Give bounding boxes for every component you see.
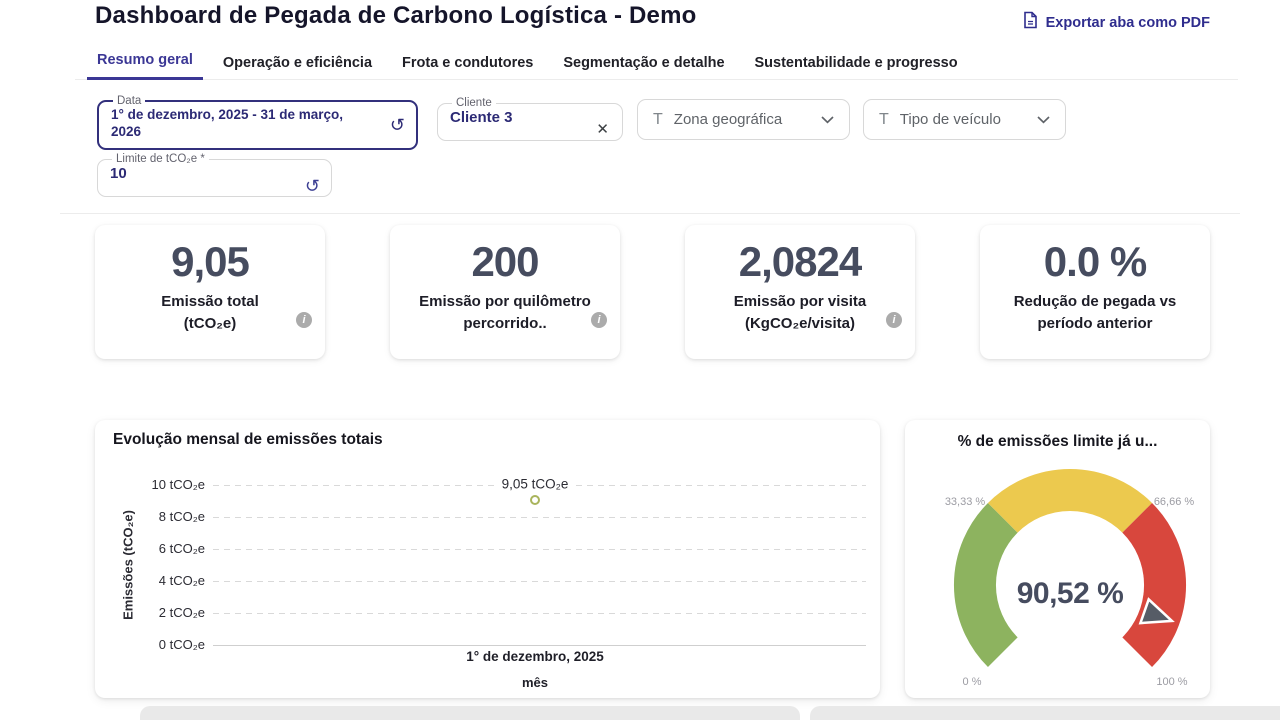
kpi-card-emission-per-visit: 2,0824 Emissão por visita (KgCO₂e/visita… xyxy=(685,225,915,359)
gauge-title: % de emissões limite já u... xyxy=(957,433,1158,450)
date-filter-value[interactable]: 1° de dezembro, 2025 - 31 de março, 2026 xyxy=(111,107,343,139)
gauge-needle xyxy=(1138,597,1175,625)
gauge-tick-max: 100 % xyxy=(1156,676,1187,688)
tab-resumo-geral[interactable]: Resumo geral xyxy=(87,45,203,80)
kpi-label: Redução de pegada vs período anterior xyxy=(1013,293,1177,333)
text-filter-icon: T xyxy=(879,110,889,128)
kpi-label: Emissão por quilômetro percorrido.. xyxy=(419,293,591,333)
tab-sustentabilidade-progresso[interactable]: Sustentabilidade e progresso xyxy=(754,55,958,71)
kpi-card-emission-per-km: 200 Emissão por quilômetro percorrido.. … xyxy=(390,225,620,359)
gauge-tick-min: 0 % xyxy=(962,676,981,688)
pdf-file-icon xyxy=(1023,11,1038,34)
monthly-emissions-chart-card: Evolução mensal de emissões totais Emiss… xyxy=(95,420,880,698)
kpi-label: Emissão por visita (KgCO₂e/visita) xyxy=(733,293,867,333)
info-icon[interactable]: i xyxy=(296,312,312,328)
y-tick: 0 tCO₂e xyxy=(158,637,205,652)
bottom-card-edge xyxy=(140,706,800,720)
kpi-value: 9,05 xyxy=(171,238,250,285)
co2-limit-filter[interactable]: Limite de tCO₂e * 10 ↺ xyxy=(97,153,332,197)
client-filter-label: Cliente xyxy=(456,97,492,109)
kpi-card-footprint-reduction: 0.0 % Redução de pegada vs período anter… xyxy=(980,225,1210,359)
gridline xyxy=(213,613,866,614)
gauge-value: 90,52 % xyxy=(1016,577,1123,610)
gauge-chart: 90,52 % 33,33 % 66,66 % 0 % 100 % xyxy=(944,469,1194,688)
kpi-card-total-emission: 9,05 Emissão total (tCO₂e) i xyxy=(95,225,325,359)
reset-icon[interactable]: ↺ xyxy=(304,176,320,196)
tab-frota-condutores[interactable]: Frota e condutores xyxy=(402,55,534,71)
y-tick: 8 tCO₂e xyxy=(158,509,205,524)
info-icon[interactable]: i xyxy=(886,312,902,328)
gauge-tick-66: 66,66 % xyxy=(1153,496,1194,508)
text-filter-icon: T xyxy=(653,110,663,128)
date-range-filter[interactable]: Data 1° de dezembro, 2025 - 31 de março,… xyxy=(97,95,418,150)
export-pdf-button[interactable]: Exportar aba como PDF xyxy=(1023,11,1210,34)
y-tick: 2 tCO₂e xyxy=(158,605,205,620)
geographic-zone-filter[interactable]: T Zona geográfica xyxy=(637,99,850,140)
tab-bar: Resumo geral Operação e eficiência Frota… xyxy=(75,45,1238,80)
clear-icon[interactable]: ✕ xyxy=(596,121,609,138)
gauge-segment-red xyxy=(1121,502,1186,668)
header: Dashboard de Pegada de Carbono Logística… xyxy=(95,2,1210,34)
chevron-down-icon xyxy=(821,111,834,129)
x-axis-label: mês xyxy=(521,675,549,690)
gauge-tick-33: 33,33 % xyxy=(944,496,985,508)
data-point-label: 9,05 tCO₂e xyxy=(496,476,574,492)
tab-segmentacao-detalhe[interactable]: Segmentação e detalhe xyxy=(563,55,725,71)
kpi-value: 2,0824 xyxy=(738,238,862,285)
kpi-row: 9,05 Emissão total (tCO₂e) i 200 Emissão… xyxy=(95,225,1210,359)
vehicle-filter-label: Tipo de veículo xyxy=(899,111,1001,128)
gridline xyxy=(213,581,866,582)
vehicle-type-filter[interactable]: T Tipo de veículo xyxy=(863,99,1066,140)
gridline xyxy=(213,517,866,518)
zone-filter-label: Zona geográfica xyxy=(673,111,783,128)
info-icon[interactable]: i xyxy=(591,312,607,328)
tab-operacao-eficiencia[interactable]: Operação e eficiência xyxy=(222,55,373,71)
gauge-segment-green xyxy=(953,502,1018,668)
section-divider xyxy=(60,213,1240,214)
y-tick: 4 tCO₂e xyxy=(158,573,205,588)
x-tick: 1° de dezembro, 2025 xyxy=(466,649,604,664)
y-tick: 10 tCO₂e xyxy=(151,477,205,492)
data-point-marker xyxy=(530,495,540,505)
bottom-card-edge xyxy=(810,706,1280,720)
kpi-value: 200 xyxy=(471,238,539,285)
date-filter-label: Data xyxy=(117,95,142,107)
client-filter-value[interactable]: Cliente 3 xyxy=(450,109,513,126)
export-pdf-label: Exportar aba como PDF xyxy=(1045,14,1210,31)
y-axis-label: Emissões (tCO₂e) xyxy=(120,510,136,620)
gridline xyxy=(213,549,866,550)
kpi-value: 0.0 % xyxy=(1043,238,1147,285)
x-axis-baseline xyxy=(213,645,866,646)
client-filter[interactable]: Cliente Cliente 3 ✕ xyxy=(437,97,623,141)
kpi-label: Emissão total (tCO₂e) xyxy=(161,293,259,333)
limit-filter-label: Limite de tCO₂e * xyxy=(116,153,205,165)
gauge-segment-yellow xyxy=(987,469,1152,534)
y-tick: 6 tCO₂e xyxy=(158,541,205,556)
limit-filter-value[interactable]: 10 xyxy=(110,165,127,182)
page-title: Dashboard de Pegada de Carbono Logística… xyxy=(95,2,697,29)
chart-title: Evolução mensal de emissões totais xyxy=(113,431,383,448)
reset-icon[interactable]: ↺ xyxy=(389,115,405,135)
chevron-down-icon xyxy=(1037,111,1050,129)
emission-limit-gauge-card: % de emissões limite já u... 90,52 % 33,… xyxy=(905,420,1210,698)
